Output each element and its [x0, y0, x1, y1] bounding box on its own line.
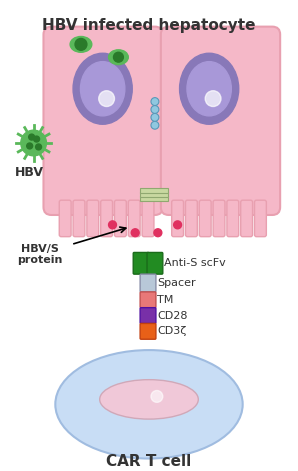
Ellipse shape [70, 36, 92, 52]
Text: HBV: HBV [15, 166, 44, 179]
FancyBboxPatch shape [114, 200, 126, 236]
Text: CD3ζ: CD3ζ [157, 326, 186, 336]
Circle shape [75, 39, 87, 50]
Circle shape [35, 144, 41, 150]
Circle shape [34, 136, 40, 142]
Circle shape [131, 229, 139, 236]
Ellipse shape [187, 62, 231, 116]
FancyBboxPatch shape [101, 200, 113, 236]
Ellipse shape [73, 53, 132, 124]
Text: HBV infected hepatocyte: HBV infected hepatocyte [42, 18, 256, 33]
Ellipse shape [80, 62, 125, 116]
FancyBboxPatch shape [140, 292, 156, 308]
FancyBboxPatch shape [59, 200, 71, 236]
Ellipse shape [180, 53, 239, 124]
FancyBboxPatch shape [142, 200, 154, 236]
Circle shape [114, 52, 123, 62]
Ellipse shape [100, 380, 198, 419]
Circle shape [99, 91, 114, 106]
Circle shape [21, 130, 46, 156]
FancyBboxPatch shape [185, 200, 197, 236]
Circle shape [108, 221, 117, 229]
Text: HBV/S
protein: HBV/S protein [17, 244, 62, 265]
FancyBboxPatch shape [241, 200, 252, 236]
Text: CD28: CD28 [157, 310, 187, 321]
FancyBboxPatch shape [140, 324, 156, 339]
Circle shape [151, 122, 159, 129]
FancyBboxPatch shape [128, 200, 140, 236]
Circle shape [154, 229, 162, 236]
FancyBboxPatch shape [133, 252, 149, 274]
FancyBboxPatch shape [172, 200, 184, 236]
FancyBboxPatch shape [140, 188, 168, 193]
Text: TM: TM [157, 295, 173, 305]
FancyBboxPatch shape [161, 27, 280, 215]
Circle shape [151, 106, 159, 114]
FancyBboxPatch shape [199, 200, 211, 236]
FancyBboxPatch shape [254, 200, 266, 236]
FancyBboxPatch shape [73, 200, 85, 236]
FancyBboxPatch shape [147, 252, 163, 274]
Ellipse shape [55, 350, 243, 459]
Circle shape [174, 221, 181, 229]
FancyBboxPatch shape [140, 192, 168, 197]
Text: Spacer: Spacer [157, 278, 195, 288]
Circle shape [205, 91, 221, 106]
Circle shape [29, 134, 35, 140]
FancyBboxPatch shape [213, 200, 225, 236]
Circle shape [151, 390, 163, 402]
FancyBboxPatch shape [87, 200, 99, 236]
Ellipse shape [108, 50, 128, 65]
FancyBboxPatch shape [140, 196, 168, 201]
Circle shape [151, 97, 159, 106]
FancyBboxPatch shape [227, 200, 239, 236]
FancyBboxPatch shape [140, 274, 156, 292]
Circle shape [151, 114, 159, 122]
Text: Anti-S scFv: Anti-S scFv [164, 258, 226, 268]
Circle shape [27, 143, 33, 149]
Text: CAR T cell: CAR T cell [106, 454, 192, 469]
FancyBboxPatch shape [44, 27, 163, 215]
FancyBboxPatch shape [140, 308, 156, 324]
